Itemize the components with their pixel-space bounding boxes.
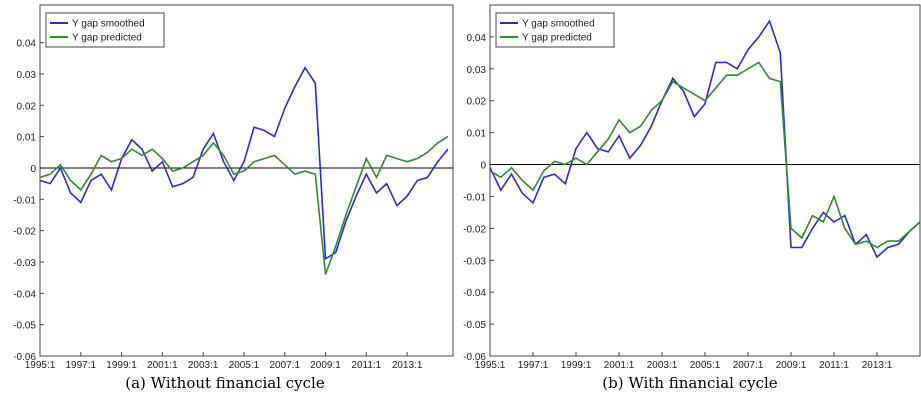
legend-label: Y gap smoothed <box>72 19 145 30</box>
y-tick-label: 0.01 <box>467 129 487 140</box>
y-tick-label: 0.04 <box>467 33 487 44</box>
x-tick-label: 1999:1 <box>561 360 592 371</box>
y-tick-label: -0.06 <box>13 352 36 363</box>
x-tick-label: 2011:1 <box>819 360 849 371</box>
x-tick-label: 2003:1 <box>188 360 219 371</box>
y-tick-label: -0.02 <box>463 224 486 235</box>
chart: -0.06 -0.05 -0.04 -0.03 -0.02 -0.01 0 0.01 0.02 0… <box>463 4 921 392</box>
legend-label: Y gap predicted <box>522 33 592 44</box>
x-tick-label: 1995:1 <box>25 360 56 371</box>
x-tick-label: 1995:1 <box>475 360 506 371</box>
y-tick-label: 0 <box>480 161 486 172</box>
x-tick-label: 1997:1 <box>518 360 549 371</box>
y-tick-label: 0.03 <box>17 70 37 81</box>
x-tick-label: 2003:1 <box>647 360 678 371</box>
y-tick-label: -0.01 <box>13 195 36 206</box>
y-tick-label: 0.01 <box>17 133 37 144</box>
y-tick-label: -0.05 <box>13 321 36 332</box>
y-tick-label: 0.02 <box>467 97 487 108</box>
x-tick-label: 2005:1 <box>690 360 721 371</box>
x-tick-label: 2001:1 <box>604 360 635 371</box>
x-tick-label: 2013:1 <box>392 360 423 371</box>
y-tick-label: -0.03 <box>463 256 486 267</box>
x-tick-label: 2001:1 <box>147 360 178 371</box>
x-tick-label: 1999:1 <box>106 360 137 371</box>
legend-box <box>45 12 165 48</box>
x-tick-label: 2005:1 <box>229 360 260 371</box>
legend-label: Y gap smoothed <box>522 19 595 30</box>
y-tick-label: -0.04 <box>13 289 36 300</box>
series-line <box>39 135 449 275</box>
y-tick-label: 0.02 <box>17 101 37 112</box>
x-tick-label: 2009:1 <box>310 360 341 371</box>
y-tick-label: -0.05 <box>463 320 486 331</box>
legend-label: Y gap predicted <box>72 33 142 44</box>
plot-frame <box>489 4 921 357</box>
y-tick-label: 0 <box>30 164 36 175</box>
y-tick-label: -0.03 <box>13 258 36 269</box>
y-tick-label: 0.03 <box>467 65 487 76</box>
x-tick-label: 2007:1 <box>269 360 300 371</box>
x-tick-label: 2009:1 <box>776 360 807 371</box>
x-tick-label: 1997:1 <box>65 360 96 371</box>
y-tick-label: -0.04 <box>463 288 486 299</box>
x-tick-label: 2011:1 <box>351 360 381 371</box>
series-line <box>489 19 921 259</box>
x-tick-label: 2007:1 <box>733 360 764 371</box>
x-tick-label: 2013:1 <box>862 360 893 371</box>
y-tick-label: -0.01 <box>463 192 486 203</box>
caption: (a) Without financial cycle <box>125 374 325 392</box>
y-tick-label: 0.04 <box>17 39 37 50</box>
chart: -0.06 -0.05 -0.04 -0.03 -0.02 -0.01 0 0.01 0.02 0… <box>13 4 454 392</box>
y-tick-label: -0.06 <box>463 352 486 363</box>
legend-box <box>495 12 615 48</box>
series-line <box>39 66 449 261</box>
y-tick-label: -0.02 <box>13 227 36 238</box>
caption: (b) With financial cycle <box>602 374 778 392</box>
series-line <box>489 61 921 249</box>
plot-frame <box>39 4 454 357</box>
